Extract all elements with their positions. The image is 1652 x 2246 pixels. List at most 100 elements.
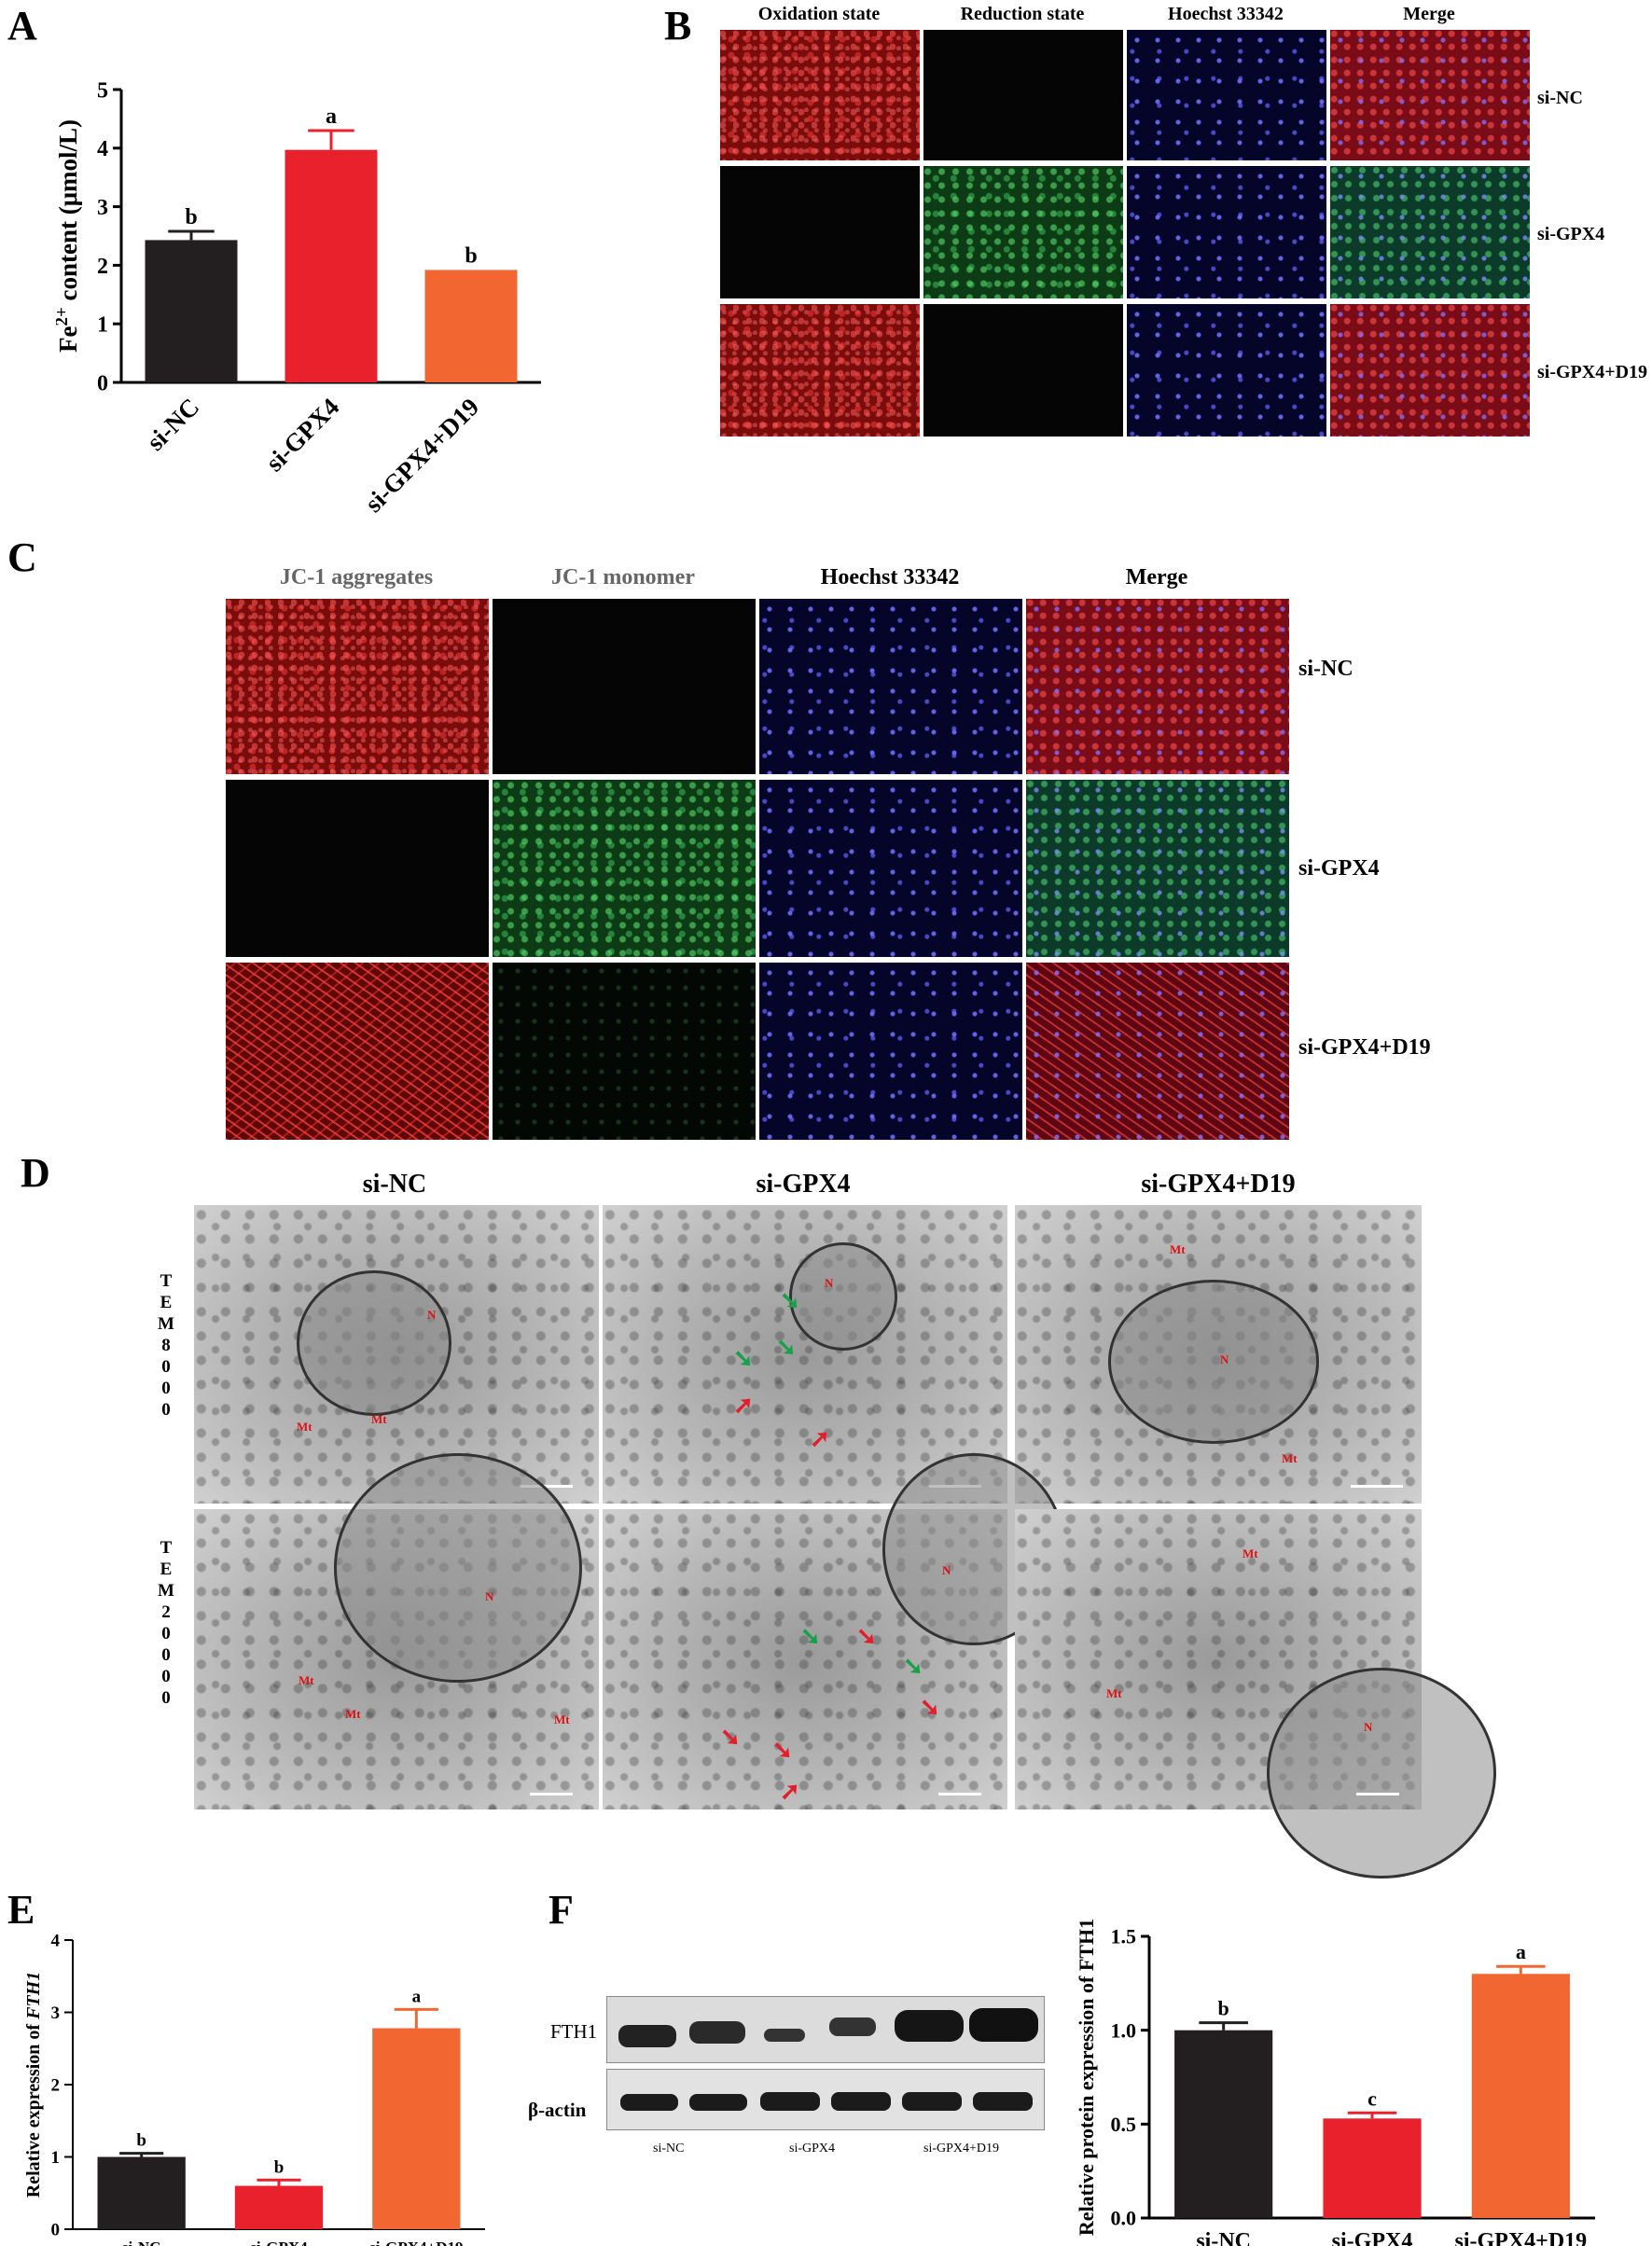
significance-letter: a — [1516, 1940, 1526, 1963]
panel-letter-c: C — [7, 534, 37, 580]
panel-c-row-si-nc: si-NC — [1298, 657, 1354, 681]
panel-c-row-si-gpx4-d19: si-GPX4+D19 — [1298, 1035, 1431, 1060]
b-nc-reduction-image — [923, 30, 1123, 160]
red-arrow-icon: ➘ — [720, 1724, 741, 1751]
b-gpx4-oxidation-image — [720, 166, 920, 298]
band — [618, 2025, 676, 2047]
bar — [372, 2028, 461, 2229]
beta-actin-blot-strip — [606, 2069, 1045, 2130]
b-d19-merge-image — [1330, 304, 1530, 437]
green-arrow-icon: ➘ — [780, 1287, 800, 1314]
scale-bar — [530, 1793, 573, 1795]
significance-letter: c — [1367, 2087, 1377, 2110]
scale-bar — [1356, 1793, 1399, 1795]
y-tick-label: 4 — [51, 1932, 61, 1951]
panel-d-col-si-nc: si-NC — [362, 1170, 427, 1199]
panel-b-col-hoechst: Hoechst 33342 — [1168, 4, 1284, 24]
panel-b-col-reduction: Reduction state — [960, 4, 1085, 24]
y-tick-label: 3 — [97, 196, 108, 220]
panel-c-col-monomer: JC-1 monomer — [551, 565, 695, 589]
tem-20000-si-nc-image: N Mt Mt Mt — [194, 1453, 599, 1809]
green-arrow-icon: ➘ — [733, 1345, 754, 1372]
category-label: si-GPX4 — [1332, 2229, 1413, 2246]
bar — [1323, 2118, 1422, 2218]
blot-label-beta-actin: β-actin — [528, 2099, 587, 2121]
panel-letter-d: D — [21, 1150, 50, 1196]
green-arrow-icon: ➘ — [776, 1334, 797, 1361]
mito-label: Mt — [1170, 1242, 1186, 1256]
y-tick-label: 1 — [97, 313, 108, 338]
panel-letter-a: A — [7, 3, 37, 49]
c-gpx4-merge-image — [1026, 780, 1289, 957]
b-nc-hoechst-image — [1127, 30, 1326, 160]
c-nc-monomer-image — [493, 599, 756, 774]
band — [620, 2094, 678, 2111]
mito-label: Mt — [298, 1673, 314, 1687]
nucleus-label: N — [825, 1276, 834, 1290]
b-nc-oxidation-image — [720, 30, 920, 160]
mito-label: Mt — [1106, 1686, 1122, 1700]
panel-b-col-oxidation: Oxidation state — [757, 4, 881, 24]
c-d19-aggregates-image — [226, 963, 489, 1140]
chart-fth1-protein: 0.0 0.5 1.0 1.5 Relative protein expression … — [1075, 1919, 1595, 2246]
panel-c-row-si-gpx4: si-GPX4 — [1298, 856, 1380, 880]
tem-20000-si-gpx4-d19-image: N Mt Mt — [1015, 1509, 1496, 1879]
c-d19-hoechst-image — [759, 963, 1022, 1140]
b-gpx4-hoechst-image — [1127, 166, 1326, 298]
b-d19-oxidation-image — [720, 304, 920, 437]
panel-c-col-merge: Merge — [1125, 565, 1188, 589]
category-label: si-GPX4+D19 — [359, 393, 484, 518]
mito-label: Mt — [554, 1712, 570, 1726]
significance-letter: a — [412, 1987, 422, 2006]
panel-letter-e: E — [7, 1887, 35, 1933]
panel-d-col-si-gpx4-d19: si-GPX4+D19 — [1141, 1170, 1296, 1199]
significance-letter: b — [185, 205, 197, 229]
panel-b-row-si-nc: si-NC — [1537, 88, 1583, 108]
y-tick-label: 5 — [97, 78, 108, 103]
tem-20000-si-gpx4-image: N ➘ ➘ ➘ ➘ ➘ ➘ ➚ — [603, 1453, 1065, 1809]
c-gpx4-hoechst-image — [759, 780, 1022, 957]
category-label: si-NC — [122, 2239, 161, 2246]
bar — [424, 270, 518, 382]
nucleus-label: N — [942, 1563, 951, 1577]
band — [829, 2017, 876, 2036]
band — [760, 2092, 820, 2111]
b-d19-reduction-image — [923, 304, 1123, 437]
y-tick-label: 1 — [51, 2148, 61, 2168]
panel-c-col-hoechst: Hoechst 33342 — [820, 565, 960, 589]
y-tick-label: 2 — [97, 255, 108, 279]
y-axis-label: Relative protein expression of FTH1 — [1075, 1919, 1098, 2236]
significance-letter: b — [1218, 1997, 1229, 2020]
red-arrow-icon: ➘ — [772, 1737, 793, 1764]
bar — [234, 2185, 324, 2229]
y-tick-label: 1.5 — [1111, 1925, 1137, 1948]
band — [969, 2008, 1038, 2042]
band — [902, 2092, 962, 2111]
nucleus-label: N — [1220, 1352, 1229, 1366]
c-d19-merge-image — [1026, 963, 1289, 1140]
nucleus-label: N — [485, 1589, 494, 1603]
nucleus-shape — [297, 1270, 451, 1416]
band — [764, 2029, 805, 2042]
green-arrow-icon: ➘ — [800, 1623, 821, 1650]
b-nc-merge-image — [1330, 30, 1530, 160]
c-d19-monomer-image — [493, 963, 756, 1140]
y-tick-label: 0 — [51, 2221, 61, 2240]
blot-lane-si-gpx4: si-GPX4 — [789, 2142, 836, 2156]
fth1-blot-strip — [606, 1996, 1045, 2063]
mito-label: Mt — [1282, 1451, 1298, 1465]
tem-8000-si-gpx4-image: N ➘ ➘ ➘ ➚ ➚ — [603, 1205, 1007, 1504]
y-tick-label: 0.5 — [1111, 2113, 1137, 2136]
nucleus-shape — [334, 1453, 582, 1683]
bar — [1471, 1974, 1570, 2218]
significance-letter: a — [326, 104, 337, 129]
c-nc-hoechst-image — [759, 599, 1022, 774]
y-tick-label: 0 — [97, 371, 108, 395]
panel-letter-f: F — [548, 1887, 574, 1933]
panel-b-row-si-gpx4: si-GPX4 — [1537, 224, 1605, 244]
y-axis-label: Relative expression of FTH1 — [23, 1972, 44, 2197]
scale-bar — [521, 1485, 573, 1488]
y-tick-label: 1.0 — [1111, 2018, 1137, 2042]
